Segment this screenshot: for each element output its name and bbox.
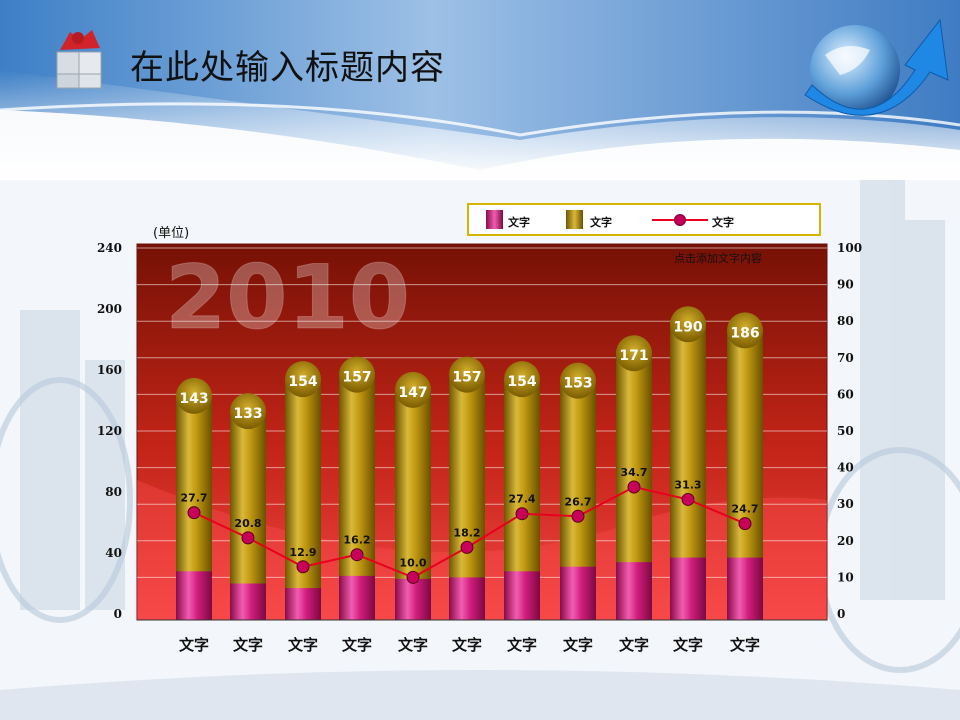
bar-total-label: 157 — [342, 370, 371, 386]
bar-total-label: 186 — [730, 325, 759, 341]
bar-bottom — [449, 577, 485, 620]
chart-annotation: 点击添加文字内容 — [674, 251, 762, 265]
legend-label-total: 文字 — [590, 216, 612, 229]
line-point — [187, 506, 201, 520]
line-point — [460, 540, 474, 554]
bar-cap — [670, 306, 706, 343]
y-right-tick-label: 20 — [837, 534, 854, 548]
x-tick-label: 文字 — [233, 636, 263, 654]
bar-cap — [230, 393, 266, 430]
watermark-year: 2010 — [165, 246, 410, 349]
bar-cap — [727, 312, 763, 349]
bar-bottom — [560, 566, 596, 620]
legend-label-line: 文字 — [712, 216, 734, 229]
line-point-label: 26.7 — [564, 495, 591, 508]
line-point — [296, 560, 310, 574]
x-tick-label: 文字 — [730, 636, 760, 654]
x-tick-label: 文字 — [342, 636, 372, 654]
line-point-label: 20.8 — [234, 517, 261, 530]
bar-total-label: 153 — [563, 376, 592, 392]
bar-cap — [285, 361, 321, 398]
bar-total-label: 154 — [288, 374, 317, 390]
bar-bottom — [670, 557, 706, 620]
line-point-label: 16.2 — [343, 534, 370, 547]
bar-total-label: 190 — [673, 319, 702, 335]
y-right-tick-label: 30 — [837, 497, 854, 511]
line-point — [241, 531, 255, 545]
line-point — [515, 507, 529, 521]
bar-total — [285, 379, 321, 620]
bar-cap — [616, 335, 652, 372]
line-point — [681, 492, 695, 506]
line-point-label: 24.7 — [731, 503, 758, 516]
bar-cap — [339, 356, 375, 393]
bar-bottom — [176, 571, 212, 620]
y-right-tick-label: 100 — [837, 241, 862, 255]
line-point-label: 34.7 — [620, 466, 647, 479]
y-left-tick-label: 120 — [97, 424, 122, 438]
x-tick-label: 文字 — [179, 636, 209, 654]
bar-total-label: 133 — [233, 406, 262, 422]
bar-bottom — [727, 557, 763, 620]
y-right-tick-label: 10 — [837, 570, 854, 584]
legend-label-bottom: 文字 — [508, 216, 530, 229]
line-point — [571, 509, 585, 523]
y-right-tick-label: 60 — [837, 387, 854, 401]
bar-bottom — [395, 578, 431, 620]
y-left-tick-label: 80 — [105, 485, 122, 499]
line-point-label: 12.9 — [289, 546, 316, 559]
bar-cap — [176, 377, 212, 414]
bar-bottom — [339, 575, 375, 620]
bar-bottom — [504, 571, 540, 620]
y-right-tick-label: 70 — [837, 351, 854, 365]
line-point — [627, 480, 641, 494]
bar-cap — [449, 356, 485, 393]
line-point — [738, 517, 752, 531]
unit-label: (单位) — [153, 226, 190, 241]
puzzle-icon — [56, 30, 102, 89]
legend-swatch-bottom — [486, 210, 503, 229]
legend-swatch-total — [566, 210, 583, 229]
bar-total-label: 157 — [452, 370, 481, 386]
line-point — [350, 548, 364, 562]
y-left-tick-label: 160 — [97, 363, 122, 377]
y-right-tick-label: 90 — [837, 278, 854, 292]
bar-cap — [504, 361, 540, 398]
legend-line-marker — [652, 214, 708, 226]
bar-cap — [395, 371, 431, 408]
bar-bottom — [285, 588, 321, 620]
globe-arrow-icon — [804, 18, 949, 116]
y-left-tick-label: 0 — [114, 607, 122, 621]
line-point-label: 27.7 — [180, 492, 207, 505]
y-right-tick-label: 40 — [837, 461, 854, 475]
bar-total-label: 147 — [398, 385, 427, 401]
bar-bottom — [616, 562, 652, 620]
line-point — [406, 570, 420, 584]
y-left-tick-label: 240 — [97, 241, 122, 255]
y-right-tick-label: 80 — [837, 314, 854, 328]
y-right-tick-label: 0 — [837, 607, 845, 621]
line-point-label: 31.3 — [674, 478, 701, 491]
bar-cap — [560, 362, 596, 399]
line-point-label: 18.2 — [453, 526, 480, 539]
y-right-tick-label: 50 — [837, 424, 854, 438]
x-tick-label: 文字 — [398, 636, 428, 654]
legend: 文字 文字 文字 — [467, 203, 821, 236]
x-tick-label: 文字 — [452, 636, 482, 654]
y-left-tick-label: 200 — [97, 302, 122, 316]
line-point-label: 27.4 — [508, 493, 535, 506]
bar-total-label: 171 — [619, 348, 648, 364]
x-tick-label: 文字 — [507, 636, 537, 654]
bar-total-label: 143 — [179, 391, 208, 407]
y-left-tick-label: 40 — [105, 546, 122, 560]
x-tick-label: 文字 — [563, 636, 593, 654]
line-point-label: 10.0 — [399, 556, 426, 569]
bar-bottom — [230, 583, 266, 620]
x-tick-label: 文字 — [288, 636, 318, 654]
x-tick-label: 文字 — [673, 636, 703, 654]
x-tick-label: 文字 — [619, 636, 649, 654]
page-title: 在此处输入标题内容 — [130, 48, 445, 88]
bar-total-label: 154 — [507, 374, 536, 390]
